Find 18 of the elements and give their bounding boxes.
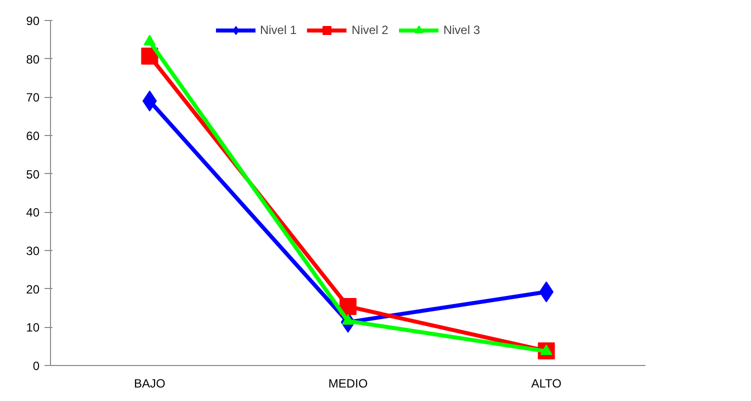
y-tick-label: 70 bbox=[26, 90, 40, 105]
y-tick-label: 50 bbox=[26, 167, 40, 182]
y-tick-label: 80 bbox=[26, 52, 40, 66]
point bbox=[141, 48, 158, 65]
legend-label: Nivel 2 bbox=[352, 23, 388, 37]
point bbox=[340, 298, 356, 315]
x-tick-label: ALTO bbox=[531, 376, 562, 390]
legend-label: Nivel 1 bbox=[260, 23, 297, 37]
x-tick-label: BAJO bbox=[134, 376, 166, 390]
y-tick-label: 10 bbox=[26, 320, 40, 335]
y-tick-label: 0 bbox=[32, 359, 40, 373]
y-tick-label: 40 bbox=[26, 206, 40, 220]
y-tick-label: 60 bbox=[26, 129, 40, 143]
y-tick-label: 30 bbox=[26, 244, 40, 258]
y-tick-label: 20 bbox=[26, 282, 40, 296]
x-tick-label: MEDIO bbox=[328, 376, 368, 390]
y-tick-label: 90 bbox=[26, 14, 40, 28]
legend-label: Nivel 3 bbox=[443, 23, 480, 37]
